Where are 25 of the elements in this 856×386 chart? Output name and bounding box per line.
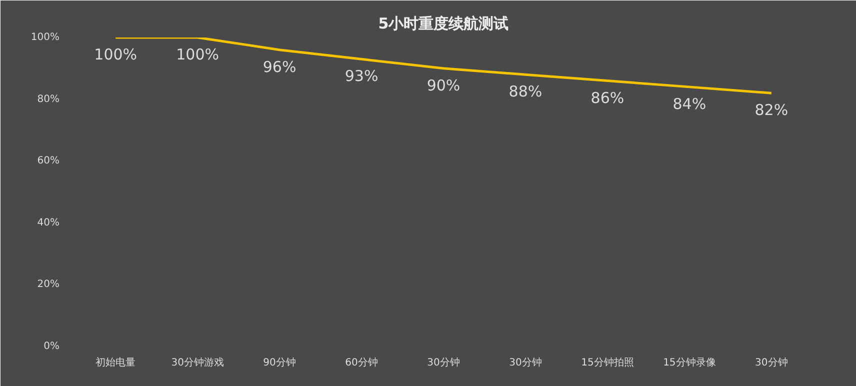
- x-tick-label: 15分钟拍照: [581, 356, 634, 368]
- chart-title: 5小时重度续航测试: [378, 14, 509, 32]
- y-tick-label: 40%: [37, 217, 60, 228]
- text: 88%: [508, 82, 542, 101]
- x-tick-label: 60分钟: [345, 356, 378, 368]
- x-tick-label: 90分钟: [263, 356, 296, 368]
- text: 100%: [176, 46, 220, 64]
- text: 90%: [426, 76, 460, 94]
- y-tick-label: 0%: [44, 341, 60, 352]
- y-tick-label: 60%: [37, 156, 60, 167]
- x-tick-label: 15分钟录像: [663, 356, 716, 368]
- x-tick-label: 30分钟游戏: [171, 356, 224, 368]
- text: 84%: [672, 94, 706, 113]
- text: 100%: [94, 46, 138, 64]
- text: 82%: [754, 101, 788, 120]
- x-tick-label: 初始电量: [96, 356, 136, 368]
- x-tick-label: 30分钟: [509, 356, 542, 368]
- text: 96%: [262, 58, 296, 76]
- text: 93%: [344, 67, 378, 86]
- y-tick-label: 20%: [37, 279, 60, 290]
- text: 86%: [590, 88, 624, 107]
- x-tick-label: 30分钟: [755, 356, 788, 368]
- y-tick-label: 100%: [30, 32, 60, 43]
- y-tick-label: 80%: [37, 94, 60, 105]
- x-tick-label: 30分钟: [427, 356, 460, 368]
